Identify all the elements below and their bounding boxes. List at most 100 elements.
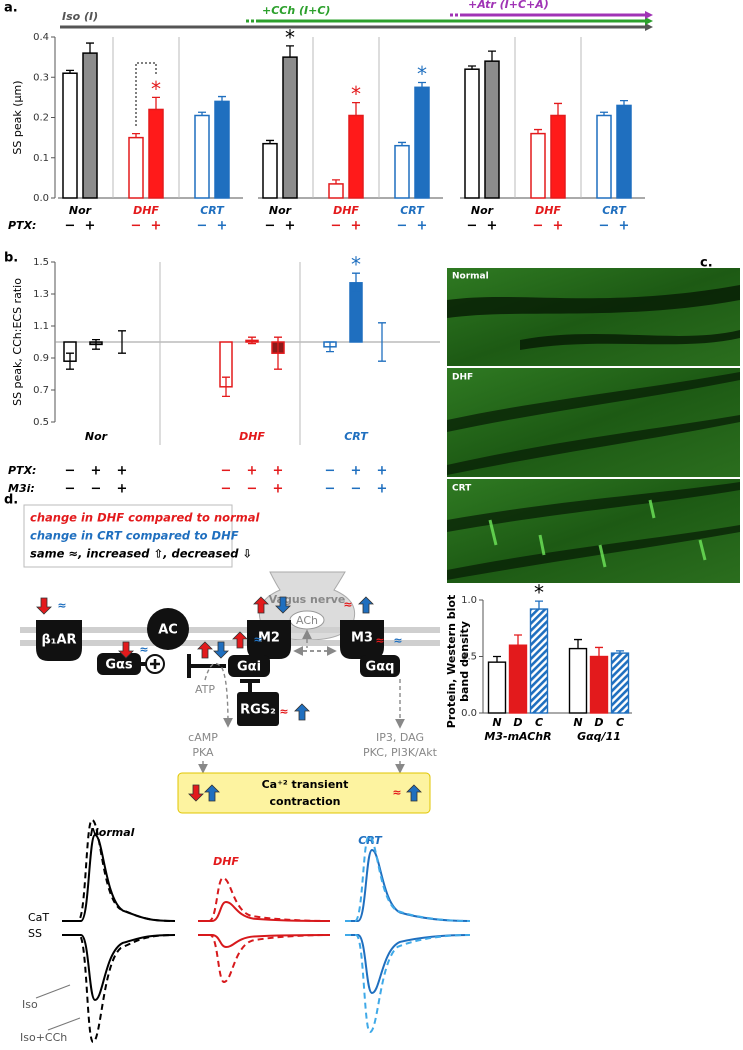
x-tick-label: N <box>573 716 582 729</box>
sign: − <box>397 219 408 234</box>
sign: + <box>553 219 564 234</box>
error-bar <box>286 45 294 58</box>
same-symbol: ≈ <box>392 786 401 799</box>
change-arrow <box>36 597 52 615</box>
sign: + <box>619 219 630 234</box>
error-bar <box>198 111 206 116</box>
condition-title: Iso (I) <box>62 10 98 23</box>
trace-label: SS <box>28 927 42 940</box>
error-bar <box>118 330 126 354</box>
micrograph-label: Normal <box>452 272 489 282</box>
sign: − <box>599 219 610 234</box>
arrow-head <box>645 17 653 25</box>
sign: + <box>487 219 498 234</box>
texture <box>447 372 740 475</box>
sign: − <box>131 219 142 234</box>
pathway-diagram: d. change in DHF compared to normal chan… <box>4 493 440 814</box>
group-label: DHF <box>333 204 359 217</box>
error-bar <box>66 69 74 74</box>
micrograph-label: CRT <box>452 484 472 494</box>
bar <box>328 183 344 199</box>
error-bar <box>378 322 386 362</box>
trace-title: DHF <box>213 855 239 868</box>
significance: * <box>151 77 161 101</box>
leader-line <box>35 984 71 999</box>
error-bar <box>600 111 608 116</box>
error-bar <box>352 272 360 294</box>
bar <box>82 52 98 199</box>
bar <box>128 136 144 199</box>
group-label: Nor <box>471 204 494 217</box>
row-label: M3i: <box>8 482 35 495</box>
sign: − <box>325 464 336 479</box>
sign: − <box>533 219 544 234</box>
sign: − <box>325 482 336 497</box>
bar <box>282 56 298 199</box>
arrow-head <box>645 11 653 19</box>
sign: + <box>377 482 388 497</box>
change-arrow <box>406 784 422 802</box>
error-bar <box>248 336 256 345</box>
y-tick-label: 0.4 <box>33 32 49 43</box>
node-label: ATP <box>195 683 215 696</box>
bar <box>484 60 500 199</box>
sign: + <box>85 219 96 234</box>
sign: − <box>65 219 76 234</box>
error-bar <box>514 634 522 646</box>
panel-label: d. <box>4 493 18 508</box>
bar <box>589 655 609 714</box>
error-bar <box>488 50 496 62</box>
receptor <box>36 620 82 661</box>
node-label: cAMP <box>188 731 218 744</box>
group-label: CRT <box>344 430 369 443</box>
node-label: contraction <box>270 795 341 808</box>
same-symbol: ≈ <box>279 705 288 718</box>
error-bar <box>418 81 426 88</box>
group-label: Nor <box>69 204 92 217</box>
texture <box>488 499 707 568</box>
sign: − <box>221 482 232 497</box>
bar <box>596 114 612 199</box>
bar <box>610 652 630 714</box>
inhibition <box>187 654 226 678</box>
plus-sign <box>150 659 160 669</box>
panel-label: a. <box>4 1 18 16</box>
same-symbol: ≈ <box>253 633 262 646</box>
sign: + <box>273 482 284 497</box>
sign: − <box>91 482 102 497</box>
sign: − <box>265 219 276 234</box>
error-bar <box>554 102 562 116</box>
sign: − <box>221 464 232 479</box>
same-symbol: ≈ <box>139 643 148 656</box>
change-arrow <box>118 641 134 659</box>
node-label: IP3, DAG <box>376 731 424 744</box>
change-arrow <box>275 596 291 614</box>
change-arrow <box>294 703 310 721</box>
signal-arrow <box>204 662 233 728</box>
sign: − <box>65 482 76 497</box>
x-tick-label: D <box>594 716 603 729</box>
y-tick-label: 1.5 <box>33 257 49 268</box>
error-bar <box>222 376 230 398</box>
trace <box>198 934 331 949</box>
sign: + <box>247 464 258 479</box>
x-tick-label: N <box>492 716 501 729</box>
group-label: CRT <box>400 204 425 217</box>
group-label: DHF <box>535 204 561 217</box>
trace-label: Iso+CCh <box>20 1031 67 1044</box>
membrane <box>20 627 440 633</box>
receptor <box>340 620 384 659</box>
y-axis-label: SS peak, CCh:ECS ratio <box>11 278 24 406</box>
sign: + <box>351 464 362 479</box>
group-label: DHF <box>239 430 265 443</box>
adenylyl-cyclase <box>147 608 189 650</box>
sign: + <box>273 464 284 479</box>
error-bar <box>398 141 406 146</box>
error-bar <box>66 352 74 370</box>
bar <box>550 114 566 199</box>
trace-label: Iso <box>22 998 38 1011</box>
bar <box>568 647 588 714</box>
error-bar <box>352 101 360 116</box>
sign: − <box>247 482 258 497</box>
significance: * <box>285 25 295 49</box>
